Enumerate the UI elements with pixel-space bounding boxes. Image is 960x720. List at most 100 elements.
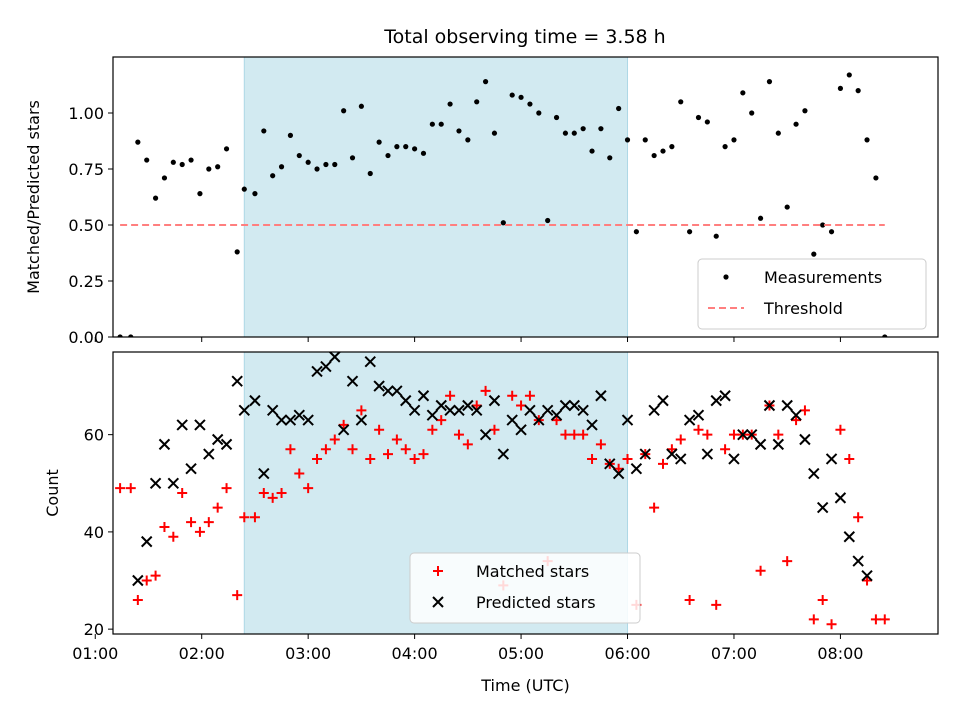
matched-star-point: [150, 570, 161, 581]
measurement-point: [349, 155, 356, 161]
predicted-star-point: [710, 394, 722, 407]
measurement-point: [296, 152, 302, 159]
measurement-point: [403, 144, 409, 150]
y-tick-label: 0.75: [68, 160, 104, 179]
predicted-star-point: [167, 477, 180, 489]
matched-star-point: [132, 594, 143, 605]
measurement-point: [873, 175, 879, 181]
measurement-point: [820, 222, 826, 228]
matched-star-point: [212, 502, 223, 513]
predicted-star-point: [132, 574, 144, 587]
matched-star-point: [329, 434, 340, 445]
predicted-star-point: [666, 448, 678, 460]
matched-star-point: [338, 419, 349, 430]
measurement-point: [447, 101, 453, 107]
measurement-point: [837, 85, 844, 91]
predicted-star-point: [604, 458, 616, 470]
matched-star-point: [560, 429, 571, 440]
predicted-star-point: [639, 448, 651, 460]
measurement-point: [482, 79, 489, 85]
matched-star-point: [578, 429, 589, 440]
x-axis-label: Time (UTC): [480, 676, 569, 695]
measurement-point: [438, 121, 444, 127]
measurement-point: [669, 144, 675, 150]
matched-star-point: [249, 512, 260, 523]
measurement-point: [241, 186, 247, 192]
matched-star-point: [409, 453, 420, 464]
predicted-star-point: [595, 390, 607, 402]
matched-star-point: [702, 429, 713, 440]
predicted-star-point: [373, 380, 385, 392]
predicted-star-point: [630, 462, 643, 475]
predicted-star-point: [435, 399, 447, 412]
matched-star-point: [879, 614, 890, 625]
data-marks: [117, 72, 888, 337]
measurement-point: [580, 126, 586, 132]
measurement-point: [376, 139, 382, 145]
matched-star-point: [862, 575, 873, 586]
predicted-star-point: [816, 501, 829, 514]
matched-star-point: [177, 488, 188, 498]
matched-star-point: [303, 483, 314, 494]
count-panel: 20 40 60 01:00 02:00 03:00 04:00 05:00 06:00 07:0…: [43, 351, 939, 695]
matched-star-point: [835, 424, 846, 435]
measurement-point: [412, 146, 418, 152]
measurement-point: [553, 114, 560, 121]
predicted-star-point: [550, 409, 563, 421]
legend-label: Predicted stars: [476, 593, 596, 612]
matched-star-point: [312, 453, 323, 464]
measurement-point: [287, 132, 294, 138]
measurement-point: [170, 159, 176, 165]
measurement-point: [731, 137, 737, 143]
predicted-star-point: [408, 404, 421, 417]
predicted-star-point: [577, 404, 589, 417]
matched-star-point: [427, 424, 438, 435]
measurement-point: [633, 229, 639, 235]
predicted-star-point: [781, 399, 793, 412]
predicted-star-point: [479, 428, 492, 441]
matched-star-point: [203, 517, 214, 528]
predicted-star-point: [462, 399, 474, 412]
measurement-point: [695, 114, 702, 121]
axes-frame: [112, 351, 939, 635]
matched-star-point: [418, 449, 429, 460]
legend-plus-marker: [433, 566, 443, 576]
measurement-point: [687, 229, 693, 235]
measurement-point: [332, 161, 338, 168]
y-tick-label: 1.00: [68, 104, 104, 123]
legend-x-marker: [432, 596, 444, 608]
measurement-point: [784, 204, 790, 210]
measurement-point: [616, 105, 622, 112]
predicted-star-point: [852, 555, 864, 567]
predicted-star-point: [311, 365, 323, 378]
measurement-point: [491, 130, 498, 136]
figure-title: Total observing time = 3.58 h: [383, 26, 665, 48]
measurement-point: [642, 137, 648, 143]
measurement-point: [429, 121, 435, 127]
series-measurements: [117, 72, 888, 337]
predicted-star-point: [612, 467, 625, 480]
matched-star-point: [693, 424, 704, 435]
predicted-star-point: [417, 390, 430, 402]
measurement-point: [261, 128, 267, 134]
matched-star-point: [728, 429, 739, 440]
predicted-star-point: [400, 394, 412, 407]
matched-star-point: [684, 594, 695, 605]
predicted-star-point: [364, 356, 376, 368]
predicted-star-point: [194, 419, 206, 431]
measurement-point: [179, 161, 185, 168]
matched-star-point: [516, 400, 527, 411]
measurement-point: [278, 164, 285, 170]
measurement-point: [234, 249, 240, 255]
x-tick-label: 05:00: [498, 644, 544, 663]
matched-star-point: [808, 614, 819, 625]
measurement-point: [161, 175, 168, 181]
predicted-star-point: [834, 492, 847, 504]
series-matched-stars: [115, 385, 890, 630]
measurement-point: [135, 139, 141, 145]
measurement-point: [367, 170, 373, 177]
matched-star-point: [507, 390, 518, 401]
observing-span-shade: [244, 57, 628, 337]
measurement-point: [188, 157, 194, 163]
y-tick-label: 0.00: [68, 328, 104, 347]
